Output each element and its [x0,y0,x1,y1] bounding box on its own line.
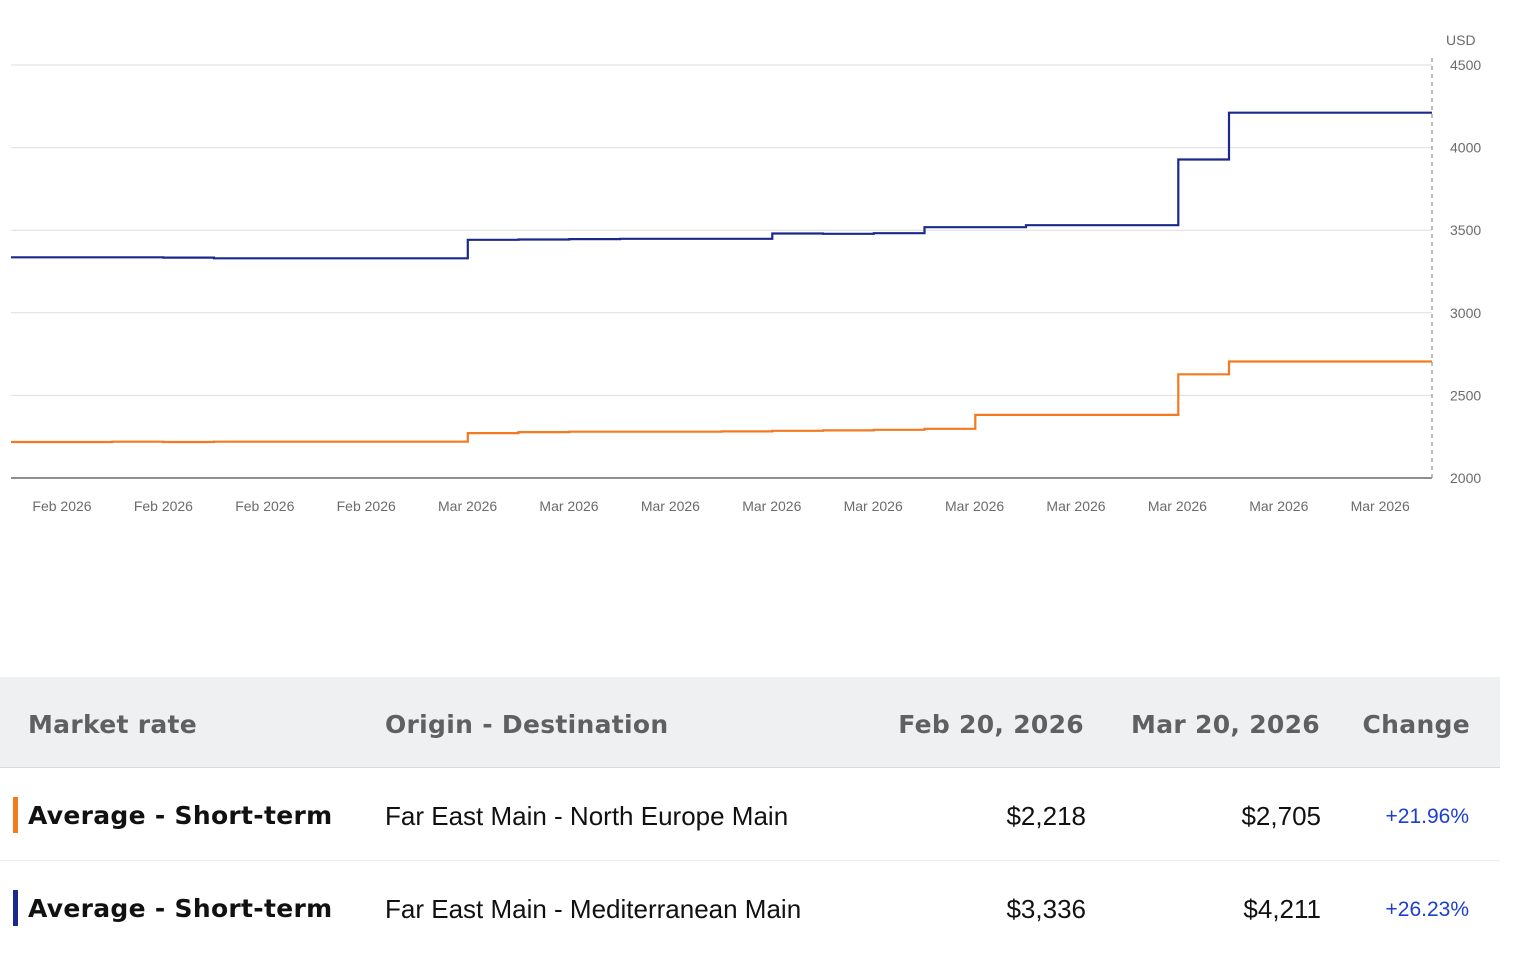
x-tick-label: Mar 2026 [641,498,700,514]
y-tick-label: 3500 [1450,222,1481,238]
table-row[interactable]: Average - Short-term Far East Main - Med… [0,861,1500,954]
y-tick-label: 4000 [1450,140,1481,156]
x-tick-label: Mar 2026 [1148,498,1207,514]
y-tick-labels: 4500 4000 3500 3000 2500 2000 [1450,57,1481,486]
x-tick-label: Mar 2026 [945,498,1004,514]
start-value-cell: $3,336 [1006,894,1086,924]
chart-series [11,111,1432,444]
x-tick-label: Feb 2026 [337,498,396,514]
end-value-cell: $4,211 [1243,894,1321,924]
y-tick-label: 3000 [1450,305,1481,321]
series-line-1 [11,360,1432,444]
y-tick-label: 2000 [1450,470,1481,486]
header-origin-destination: Origin - Destination [385,710,669,739]
y-tick-label: 2500 [1450,387,1481,403]
rates-table: Market rate Origin - Destination Feb 20,… [0,677,1500,954]
x-tick-label: Mar 2026 [1046,498,1105,514]
market-rate-cell: Average - Short-term [28,894,333,923]
x-tick-label: Mar 2026 [539,498,598,514]
chart-gridlines [11,64,1432,396]
x-tick-label: Mar 2026 [844,498,903,514]
header-change: Change [1362,710,1470,739]
header-date-end: Mar 20, 2026 [1131,710,1320,739]
x-tick-label: Feb 2026 [134,498,193,514]
table-row[interactable]: Average - Short-term Far East Main - Nor… [0,768,1500,861]
series-color-swatch [13,890,18,926]
series-color-swatch [13,797,18,833]
x-tick-label: Mar 2026 [742,498,801,514]
x-tick-label: Mar 2026 [1249,498,1308,514]
y-tick-label: 4500 [1450,57,1481,73]
market-rate-cell: Average - Short-term [28,801,333,830]
x-tick-label: Mar 2026 [1351,498,1410,514]
table-header: Market rate Origin - Destination Feb 20,… [0,677,1500,768]
x-tick-label: Feb 2026 [235,498,294,514]
x-tick-labels: Feb 2026 Feb 2026 Feb 2026 Feb 2026 Mar 2026… [32,498,1410,514]
change-cell: +26.23% [1385,898,1470,921]
header-date-start: Feb 20, 2026 [898,710,1084,739]
route-cell: Far East Main - Mediterranean Main [385,894,802,924]
start-value-cell: $2,218 [1006,801,1086,831]
route-cell: Far East Main - North Europe Main [385,801,789,831]
x-tick-label: Mar 2026 [438,498,497,514]
x-tick-label: Feb 2026 [32,498,91,514]
change-cell: +21.96% [1385,805,1470,828]
y-unit-label: USD [1446,32,1476,48]
end-value-cell: $2,705 [1241,801,1321,831]
series-line-0 [11,111,1432,260]
header-market-rate: Market rate [28,710,198,739]
